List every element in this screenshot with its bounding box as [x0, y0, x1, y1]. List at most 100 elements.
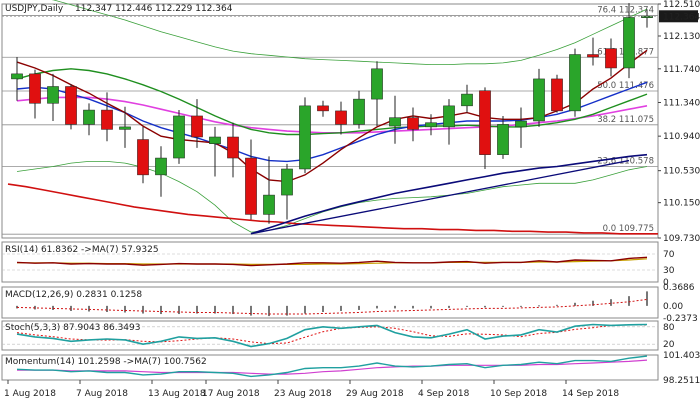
macd-histogram-bar: [286, 305, 288, 316]
macd-histogram-bar: [340, 305, 342, 311]
macd-tick-label: 0.3686: [663, 283, 695, 293]
candle-bullish: [461, 93, 473, 107]
macd-histogram-bar: [160, 305, 162, 315]
macd-histogram-bar: [52, 305, 54, 310]
momentum-title: Momentum(14) 101.2598 ->MA(7) 100.7562: [5, 357, 207, 367]
ma-red-line: [7, 183, 658, 235]
macd-histogram-bar: [124, 305, 126, 313]
y-tick-label: 112.130: [663, 32, 700, 42]
y-tick-label: 112.510: [663, 0, 700, 10]
macd-histogram-bar: [358, 305, 360, 310]
momentum-line: [16, 355, 648, 378]
macd-histogram-bar: [394, 305, 396, 309]
candle-bullish: [497, 124, 509, 155]
stoch-tick-label: 20: [663, 340, 675, 350]
rsi-tick-label: 70: [663, 250, 675, 260]
candle-bullish: [155, 157, 167, 176]
current-price-box: [659, 10, 698, 23]
candle-bullish: [623, 17, 635, 69]
candle-bullish: [425, 122, 437, 128]
candle-bearish: [551, 78, 563, 112]
trend-line: [250, 159, 630, 235]
stoch-tick-label: 80: [663, 323, 675, 333]
macd-histogram-bar: [106, 305, 108, 312]
candle-bearish: [605, 48, 617, 69]
macd-histogram-bar: [520, 305, 522, 307]
y-tick-label: 110.530: [663, 167, 700, 177]
stoch-panel-frame: [1, 320, 659, 351]
price-panel-frame: [1, 3, 659, 239]
candle-bullish: [533, 78, 545, 122]
candle-bullish: [353, 98, 365, 125]
symbol-timeframe-label: USDJPY,Daily: [5, 4, 64, 14]
macd-histogram-bar: [556, 304, 558, 306]
y-tick-label: 111.740: [663, 65, 700, 75]
candle-bearish: [101, 109, 113, 130]
macd-histogram-bar: [538, 305, 540, 307]
candle-bearish: [29, 73, 41, 104]
candle-bullish: [281, 168, 293, 196]
stoch-title: Stoch(5,3,3) 87.9043 86.3493: [5, 323, 140, 333]
macd-histogram-bar: [142, 305, 144, 314]
macd-histogram-bar: [646, 291, 648, 306]
rsi-tick-label: 0: [663, 278, 669, 288]
macd-tick-label: -0.2373: [663, 314, 698, 324]
macd-histogram-bar: [196, 305, 198, 314]
x-tick-label: 1 Aug 2018: [4, 389, 56, 399]
x-tick-label: 23 Aug 2018: [274, 389, 332, 399]
macd-histogram-bar: [88, 305, 90, 312]
candle-bullish: [299, 105, 311, 170]
candle-bearish: [137, 139, 149, 176]
candle-bullish: [11, 73, 23, 80]
x-tick-label: 4 Sep 2018: [418, 389, 470, 399]
candle-bearish: [245, 157, 257, 215]
candle-bearish: [317, 105, 329, 112]
ma-navy-line: [250, 153, 648, 235]
macd-histogram-bar: [70, 305, 72, 311]
bollinger-upper-line: [51, 0, 648, 65]
x-tick-label: 13 Aug 2018: [148, 389, 206, 399]
x-tick-label: 10 Sep 2018: [490, 389, 547, 399]
rsi-panel-frame: [1, 241, 659, 283]
macd-histogram-bar: [214, 305, 216, 314]
candle-bullish: [515, 120, 527, 128]
candle-bearish: [191, 115, 203, 138]
x-tick-label: 17 Aug 2018: [202, 389, 260, 399]
macd-histogram-bar: [466, 305, 468, 307]
bollinger-lower-line: [16, 161, 648, 233]
momentum-ma-line: [17, 359, 648, 375]
y-tick-label: 111.340: [663, 98, 700, 108]
x-tick-label: 7 Aug 2018: [76, 389, 128, 399]
fib-level-label: 50.0 111.476: [597, 81, 654, 91]
ohlc-readout: 112.347 112.446 112.229 112.364: [75, 4, 233, 14]
fib-level-label: 76.4 112.374: [597, 5, 654, 15]
momentum-tick-label: 101.4031: [663, 351, 700, 361]
candle-bullish: [371, 68, 383, 100]
current-price-label: 112.364: [663, 12, 700, 22]
candle-bearish: [407, 117, 419, 130]
y-tick-label: 110.940: [663, 132, 700, 142]
candle-bullish: [119, 126, 131, 130]
macd-histogram-bar: [628, 296, 630, 306]
macd-histogram-bar: [232, 305, 234, 315]
macd-histogram-bar: [502, 305, 504, 307]
candle-bullish: [209, 136, 221, 144]
candle-bearish: [227, 136, 239, 159]
macd-histogram-bar: [448, 305, 450, 308]
macd-histogram-bar: [268, 305, 270, 317]
fib-level-label: 0.0 109.775: [603, 224, 654, 234]
macd-histogram-bar: [610, 299, 612, 306]
ma-green-line: [16, 68, 648, 136]
candle-bullish: [173, 115, 185, 159]
candle-bullish: [47, 86, 59, 104]
macd-histogram-bar: [322, 305, 324, 312]
macd-histogram-bar: [574, 302, 576, 306]
macd-panel-frame: [1, 286, 659, 319]
x-tick-label: 29 Aug 2018: [346, 389, 404, 399]
macd-histogram-bar: [412, 305, 414, 309]
macd-histogram-bar: [430, 305, 432, 309]
stoch-k-line: [16, 323, 648, 348]
macd-histogram-bar: [304, 305, 306, 314]
